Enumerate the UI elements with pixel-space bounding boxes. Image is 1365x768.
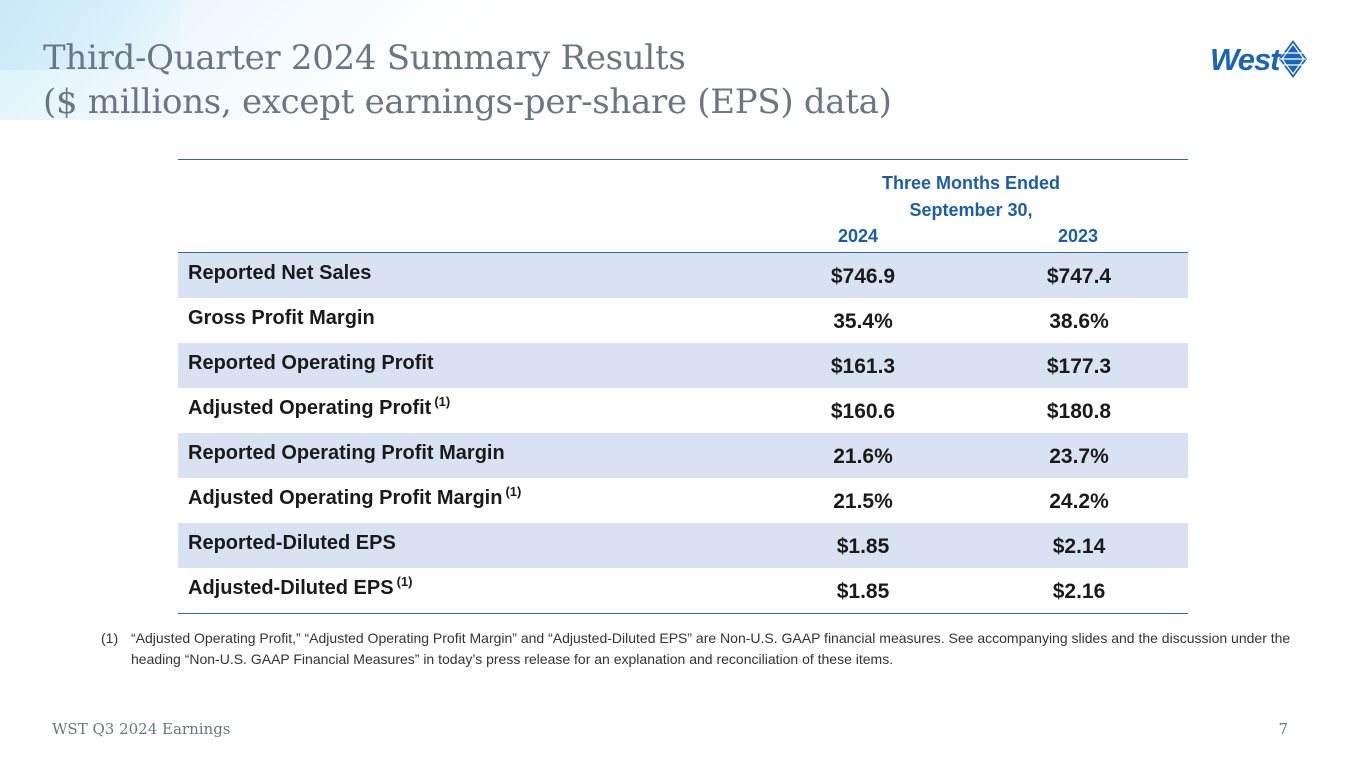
table-header: Three Months Ended September 30, 2024 20… [178,159,1188,253]
table-row: Adjusted Operating Profit Margin (1) 21.5… [178,478,1188,523]
page-number: 7 [1278,720,1288,738]
footnote-text: “Adjusted Operating Profit,” “Adjusted O… [131,630,1291,667]
west-diamond-logo-icon [1278,40,1307,78]
value-2024: 21.5% [833,490,893,513]
value-2023: $177.3 [1046,355,1112,378]
value-2023: $747.4 [1046,265,1112,288]
value-2024: $746.9 [830,265,896,288]
row-label: Gross Profit Margin [188,307,375,329]
value-2023: 38.6% [1049,310,1109,333]
value-2024: $1.85 [836,580,890,603]
table-row: Reported-Diluted EPS $1.85 $2.14 [178,523,1188,568]
title-line-2: ($ millions, except earnings-per-share (… [43,82,892,122]
value-2023: 23.7% [1049,445,1109,468]
footnote: (1) “Adjusted Operating Profit,” “Adjust… [101,628,1291,670]
west-logo: West [1210,38,1315,80]
value-2024: 21.6% [833,445,893,468]
table-row: Reported Net Sales $746.9 $747.4 [178,253,1188,298]
row-label: Reported Operating Profit Margin [188,442,505,464]
row-label: Reported Operating Profit [188,352,434,374]
value-2023: 24.2% [1049,490,1109,513]
value-2024: $160.6 [830,400,896,423]
summary-results-table: Three Months Ended September 30, 2024 20… [178,159,1188,614]
row-label: Adjusted Operating Profit (1) [188,394,451,419]
title-line-1: Third-Quarter 2024 Summary Results [43,38,686,78]
logo-text: West [1210,41,1281,77]
value-2023: $2.14 [1052,535,1106,558]
header-date: September 30, [909,200,1033,220]
value-2024: 35.4% [833,310,893,333]
row-label: Adjusted-Diluted EPS (1) [188,574,413,599]
row-label: Adjusted Operating Profit Margin (1) [188,484,522,509]
table-row: Reported Operating Profit $161.3 $177.3 [178,343,1188,388]
column-header-2023: 2023 [1057,226,1099,246]
table-row: Adjusted Operating Profit (1) $160.6 $180… [178,388,1188,433]
value-2023: $2.16 [1052,580,1106,603]
value-2024: $1.85 [836,535,890,558]
value-2024: $161.3 [830,355,896,378]
row-label: Reported Net Sales [188,262,372,284]
header-period: Three Months Ended [881,173,1060,193]
value-2023: $180.8 [1046,400,1112,423]
slide-title: Third-Quarter 2024 Summary Results ($ mi… [43,36,892,124]
row-label: Reported-Diluted EPS [188,532,396,554]
footnote-marker: (1) [101,630,119,646]
table-row: Reported Operating Profit Margin 21.6% 2… [178,433,1188,478]
footer-label: WST Q3 2024 Earnings [52,720,231,738]
column-header-2024: 2024 [837,226,879,246]
table-row: Adjusted-Diluted EPS (1) $1.85 $2.16 [178,568,1188,614]
table-row: Gross Profit Margin 35.4% 38.6% [178,298,1188,343]
